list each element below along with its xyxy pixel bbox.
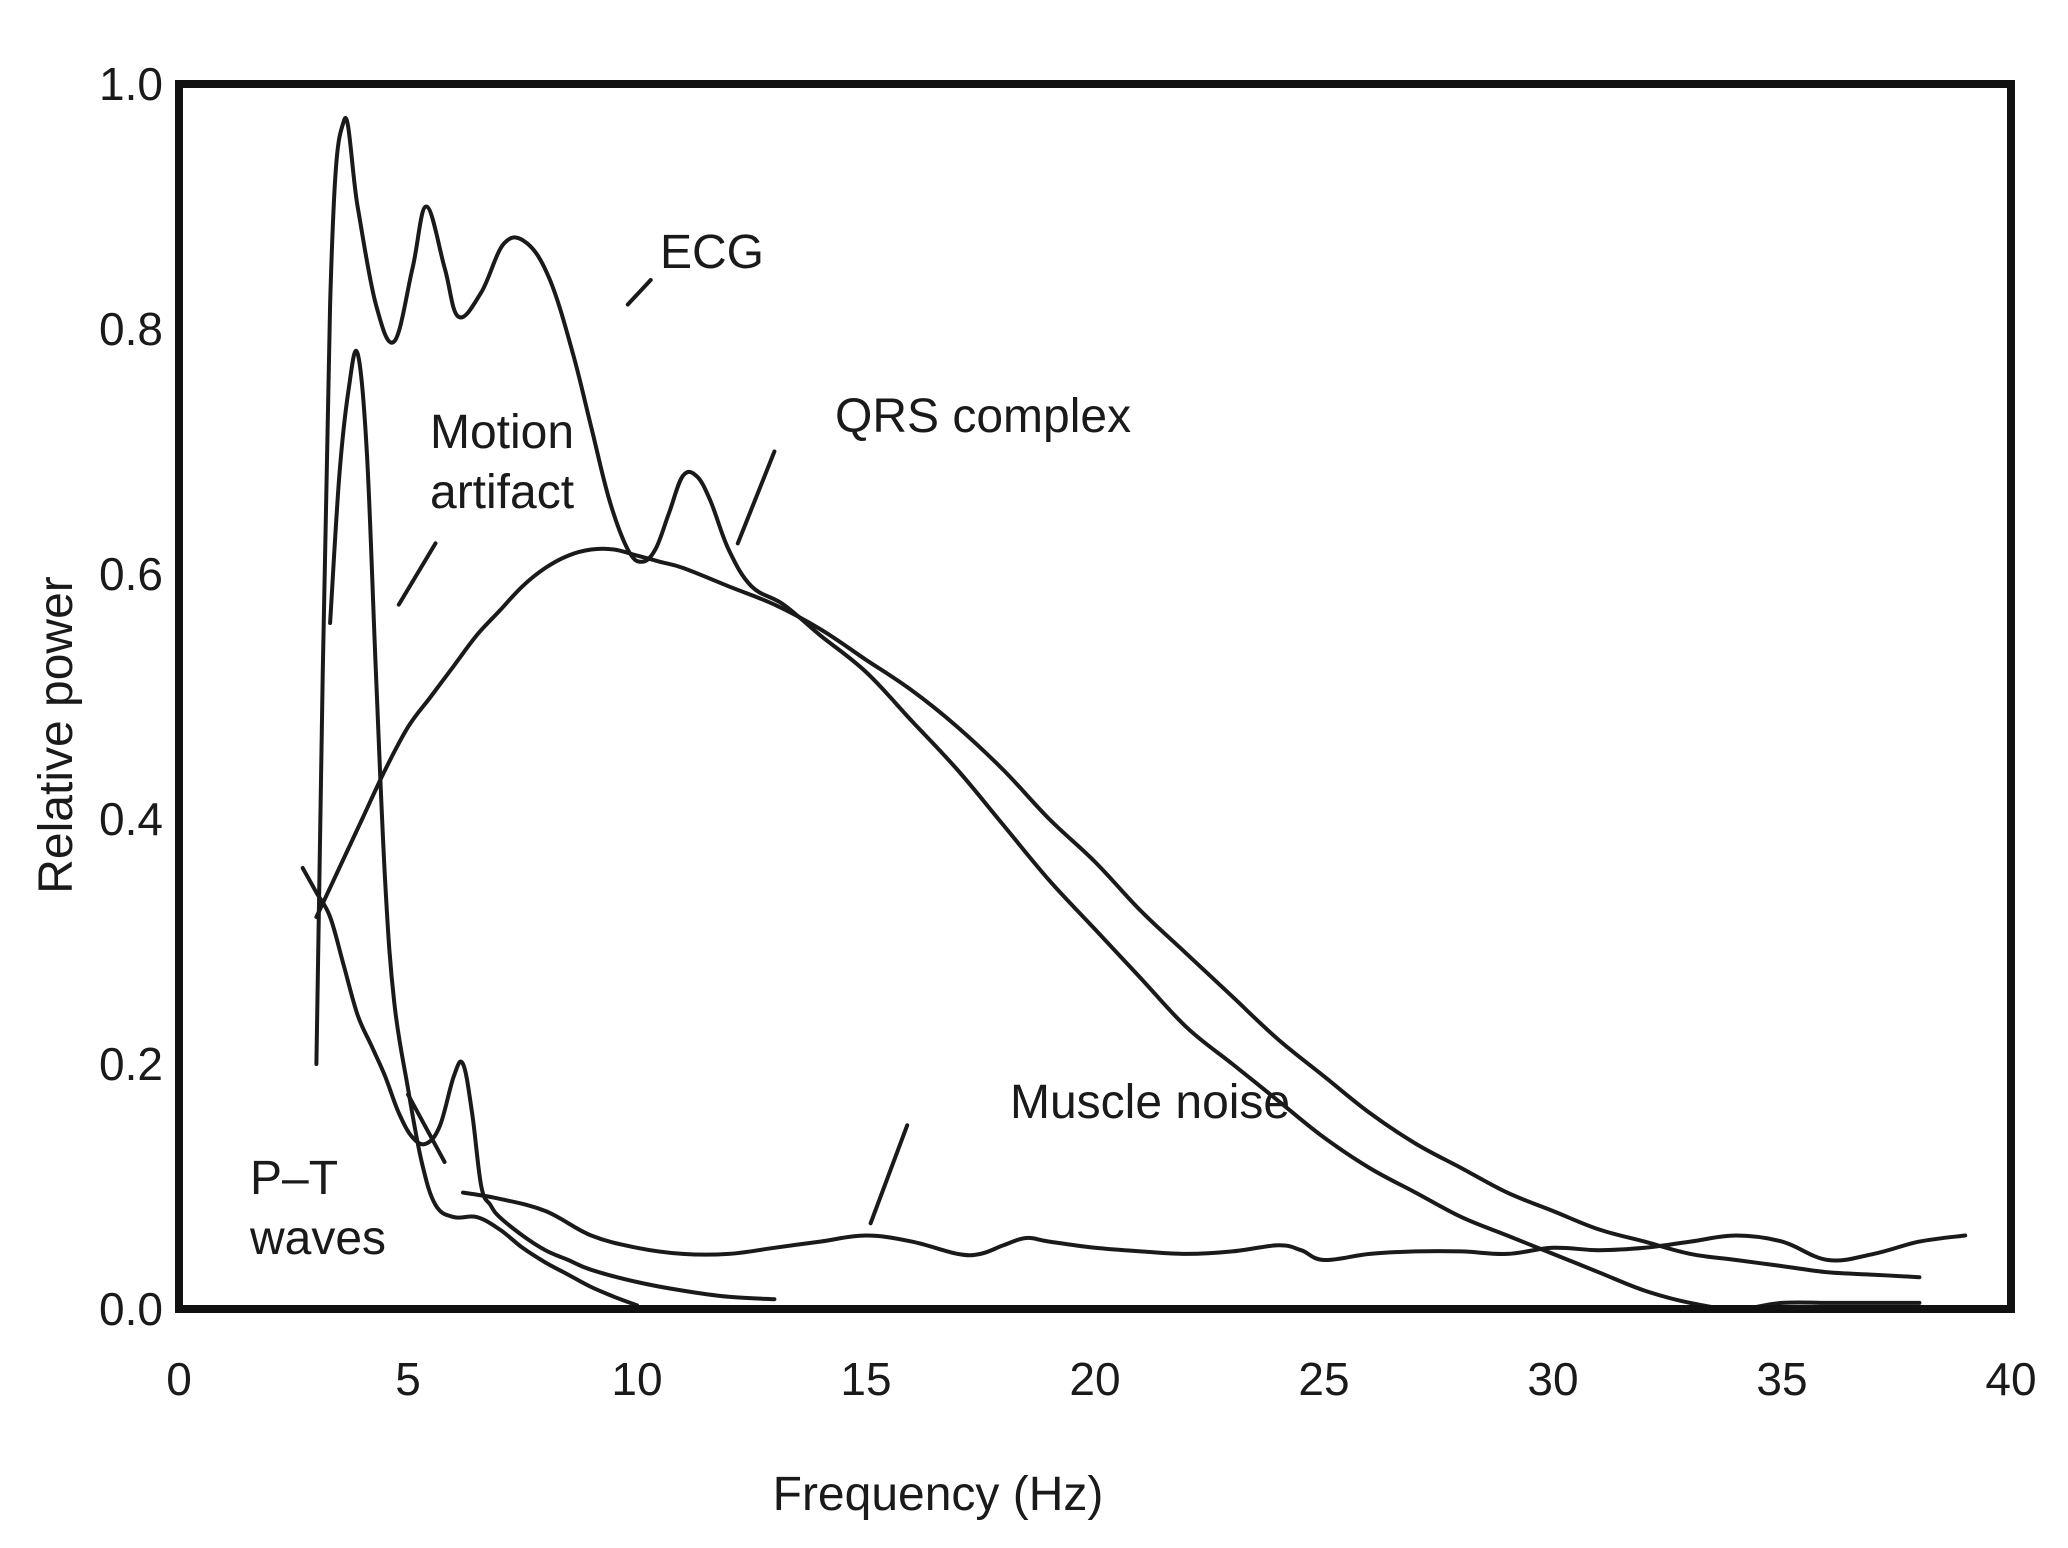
annotation-leader-muscle — [868, 1123, 910, 1226]
x-tick-label: 15 — [840, 1353, 891, 1405]
annotation-qrs: QRS complex — [835, 390, 1131, 443]
annotation-leader-qrs — [735, 449, 777, 546]
x-tick-labels: 0 5 10 15 20 25 30 35 40 — [166, 1353, 2036, 1405]
annotation-motion-text-2: artifact — [430, 466, 574, 519]
annotation-pt: P–T waves — [249, 1152, 386, 1265]
annotation-leader-pt — [406, 1092, 447, 1164]
annotation-motion: Motion artifact — [430, 406, 574, 519]
y-tick-label: 0.8 — [99, 303, 163, 355]
x-tick-label: 5 — [395, 1353, 421, 1405]
annotation-ecg-text: ECG — [660, 226, 764, 279]
plot-frame — [175, 80, 2015, 1313]
y-axis-label: Relative power — [30, 576, 83, 894]
x-axis-label: Frequency (Hz) — [773, 1468, 1104, 1521]
annotation-ecg: ECG — [660, 226, 764, 279]
series-line-ecg — [314, 116, 1922, 1311]
x-tick-label: 10 — [611, 1353, 662, 1405]
y-tick-label: 0.6 — [99, 548, 163, 600]
annotation-muscle-text: Muscle noise — [1010, 1076, 1290, 1129]
annotation-leader-ecg — [625, 278, 653, 307]
x-tick-label: 25 — [1298, 1353, 1349, 1405]
x-tick-label: 20 — [1069, 1353, 1120, 1405]
annotation-pt-text-1: P–T — [250, 1152, 338, 1205]
series-line-muscle-noise — [461, 1190, 1968, 1263]
y-tick-labels: 0.0 0.2 0.4 0.6 0.8 1.0 — [99, 58, 163, 1335]
annotation-qrs-text: QRS complex — [835, 390, 1131, 443]
series-line-motion-artifact — [328, 349, 639, 1308]
annotation-motion-text-1: Motion — [430, 406, 574, 459]
y-tick-label: 0.0 — [99, 1283, 163, 1335]
annotation-leaders — [396, 278, 910, 1226]
annotation-muscle: Muscle noise — [1010, 1076, 1290, 1129]
series-line-qrs-complex — [314, 546, 1922, 1280]
series-line-p-t-waves — [300, 866, 777, 1302]
y-tick-label: 0.2 — [99, 1038, 163, 1090]
y-tick-label: 0.4 — [99, 793, 163, 845]
series-layer — [300, 116, 1968, 1311]
x-tick-label: 0 — [166, 1353, 192, 1405]
y-tick-label: 1.0 — [99, 58, 163, 110]
x-tick-label: 30 — [1527, 1353, 1578, 1405]
x-tick-label: 35 — [1756, 1353, 1807, 1405]
annotation-leader-motion — [396, 541, 438, 607]
x-tick-label: 40 — [1985, 1353, 2036, 1405]
annotation-pt-text-2: waves — [249, 1212, 386, 1265]
